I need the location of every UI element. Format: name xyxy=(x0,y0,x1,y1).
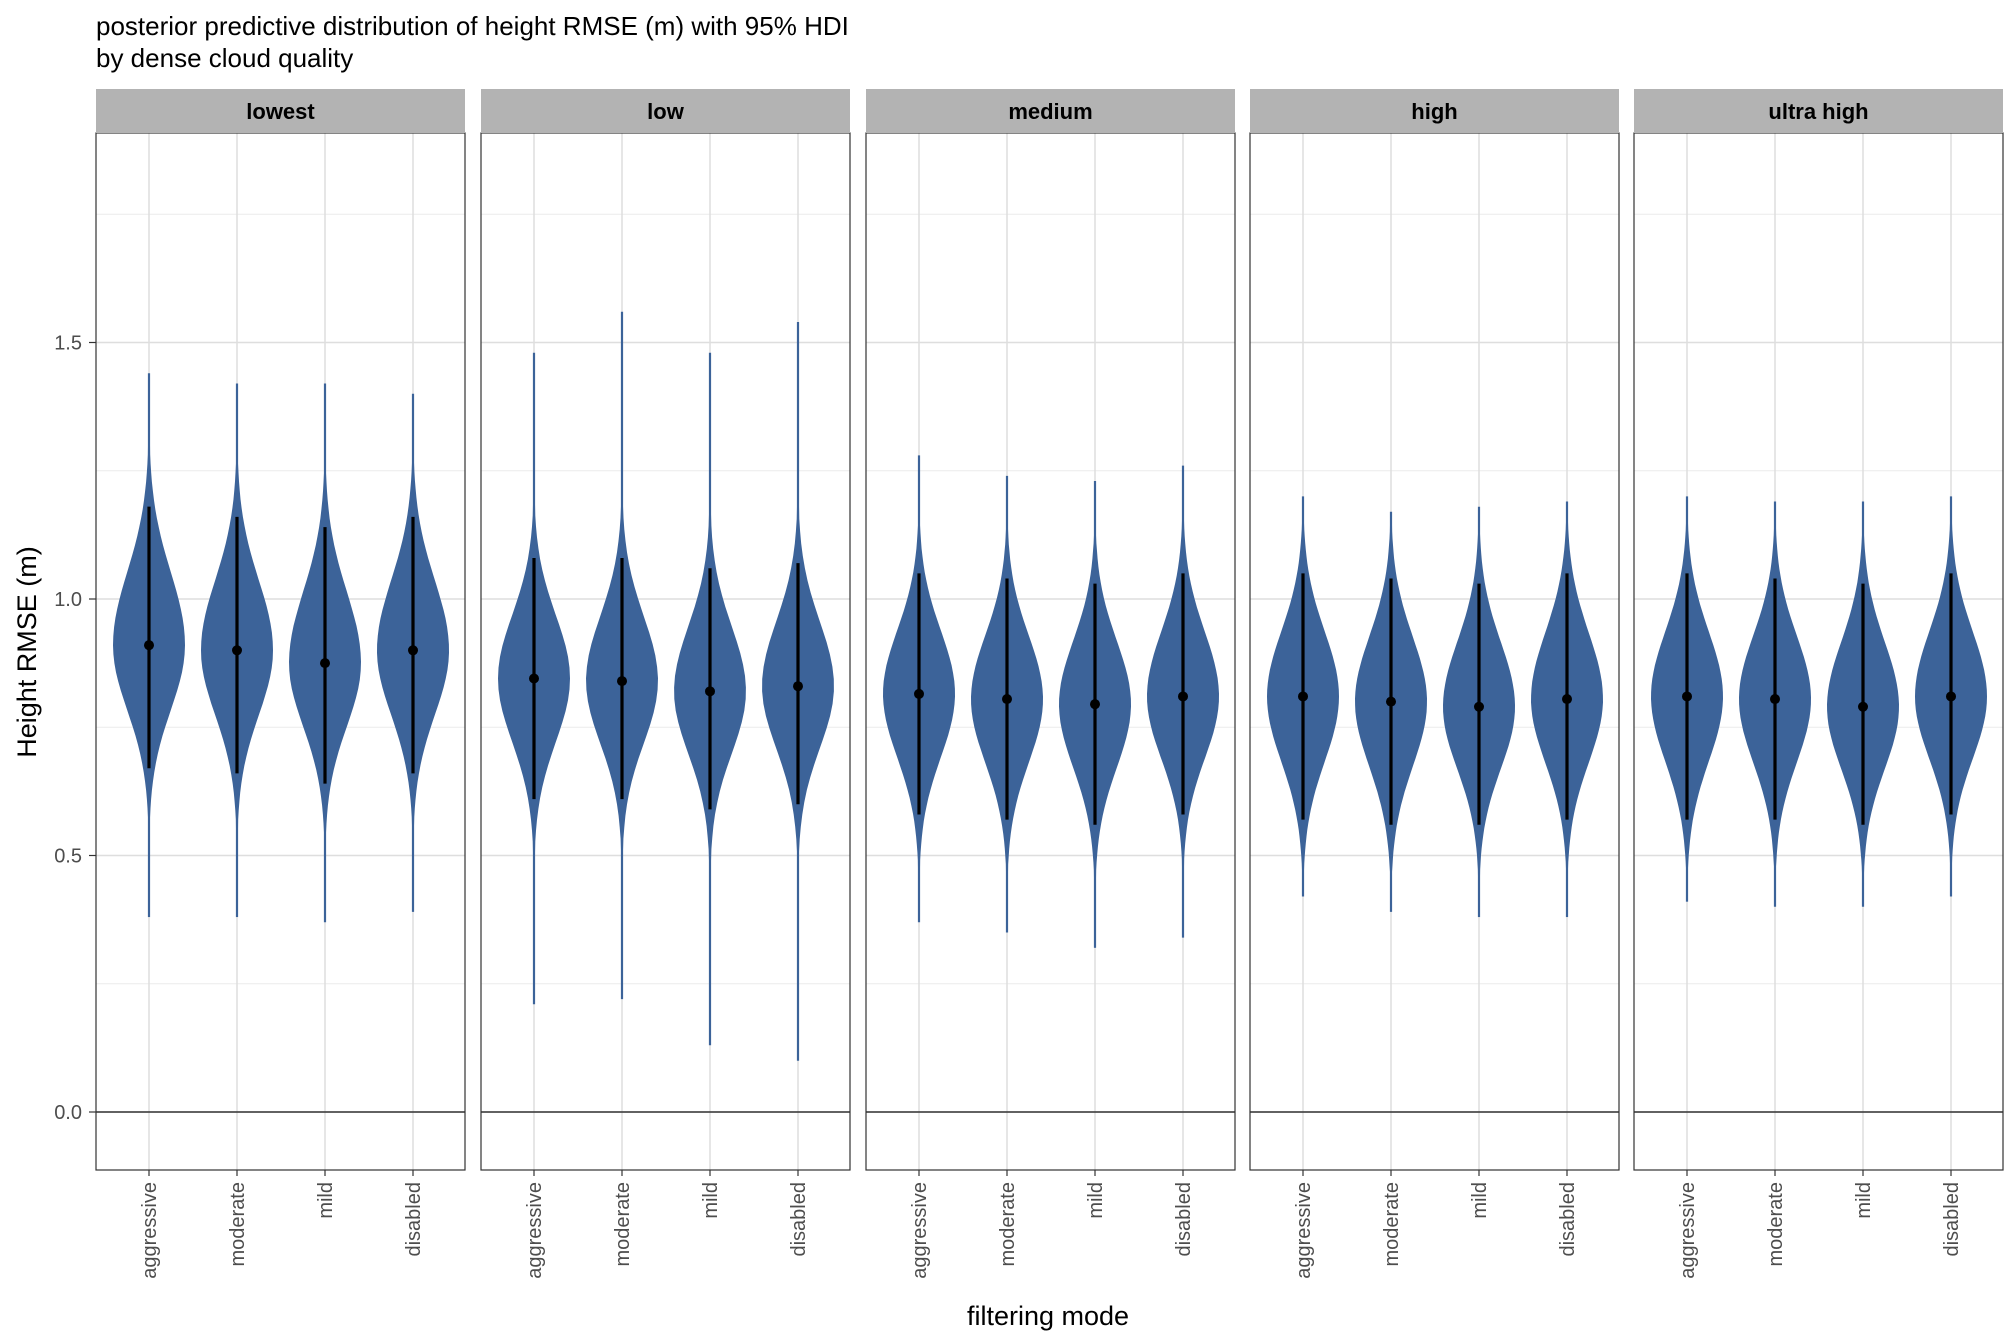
x-tick-label: moderate xyxy=(1765,1182,1787,1267)
facet-strip-label: high xyxy=(1411,99,1457,124)
x-tick-label: moderate xyxy=(227,1182,249,1267)
x-tick-label: mild xyxy=(315,1182,337,1219)
x-tick-label: disabled xyxy=(403,1182,425,1257)
x-tick-label: aggressive xyxy=(1677,1182,1699,1279)
median-point xyxy=(914,688,924,699)
median-point xyxy=(1682,691,1692,702)
x-tick-label: aggressive xyxy=(909,1182,931,1279)
facet-strip xyxy=(481,89,850,133)
x-tick-label: mild xyxy=(1085,1182,1107,1219)
x-tick-label: disabled xyxy=(1941,1182,1963,1257)
x-axis-title: filtering mode xyxy=(967,1301,1129,1331)
median-point xyxy=(793,681,803,692)
x-tick-label: aggressive xyxy=(524,1182,546,1279)
median-point xyxy=(1946,691,1956,702)
x-tick-label: mild xyxy=(1469,1182,1491,1219)
x-tick-label: mild xyxy=(700,1182,722,1219)
median-point xyxy=(1298,691,1308,702)
median-point xyxy=(1770,694,1780,705)
y-tick-label: 1.0 xyxy=(54,589,82,611)
facet-strip-label: ultra high xyxy=(1768,99,1868,124)
median-point xyxy=(232,645,242,656)
median-point xyxy=(617,676,627,687)
median-point xyxy=(1002,694,1012,705)
x-tick-label: disabled xyxy=(1173,1182,1195,1257)
x-tick-label: mild xyxy=(1853,1182,1875,1219)
y-tick-label: 0.0 xyxy=(54,1102,82,1124)
facet-strip xyxy=(866,89,1235,133)
facet-strip-label: low xyxy=(647,99,685,124)
median-point xyxy=(144,640,154,651)
y-axis-title: Height RMSE (m) xyxy=(12,546,42,758)
median-point xyxy=(1562,694,1572,705)
x-tick-label: disabled xyxy=(1557,1182,1579,1257)
facet-strip xyxy=(1250,89,1619,133)
median-point xyxy=(1858,701,1868,712)
x-tick-label: disabled xyxy=(788,1182,810,1257)
x-tick-label: aggressive xyxy=(139,1182,161,1279)
median-point xyxy=(529,673,539,684)
median-point xyxy=(1090,699,1100,710)
facet-strip-label: lowest xyxy=(246,99,315,124)
x-tick-label: moderate xyxy=(997,1182,1019,1267)
median-point xyxy=(1178,691,1188,702)
x-tick-label: moderate xyxy=(612,1182,634,1267)
x-tick-label: aggressive xyxy=(1293,1182,1315,1279)
median-point xyxy=(320,658,330,669)
x-tick-label: moderate xyxy=(1381,1182,1403,1267)
median-point xyxy=(705,686,715,697)
y-tick-label: 0.5 xyxy=(54,846,82,868)
facet-strip-label: medium xyxy=(1008,99,1092,124)
chart-title: posterior predictive distribution of hei… xyxy=(96,11,849,73)
median-point xyxy=(1386,696,1396,707)
median-point xyxy=(408,645,418,656)
facet-strip xyxy=(96,89,465,133)
facet-strip xyxy=(1634,89,2003,133)
median-point xyxy=(1474,701,1484,712)
y-tick-label: 1.5 xyxy=(54,333,82,355)
